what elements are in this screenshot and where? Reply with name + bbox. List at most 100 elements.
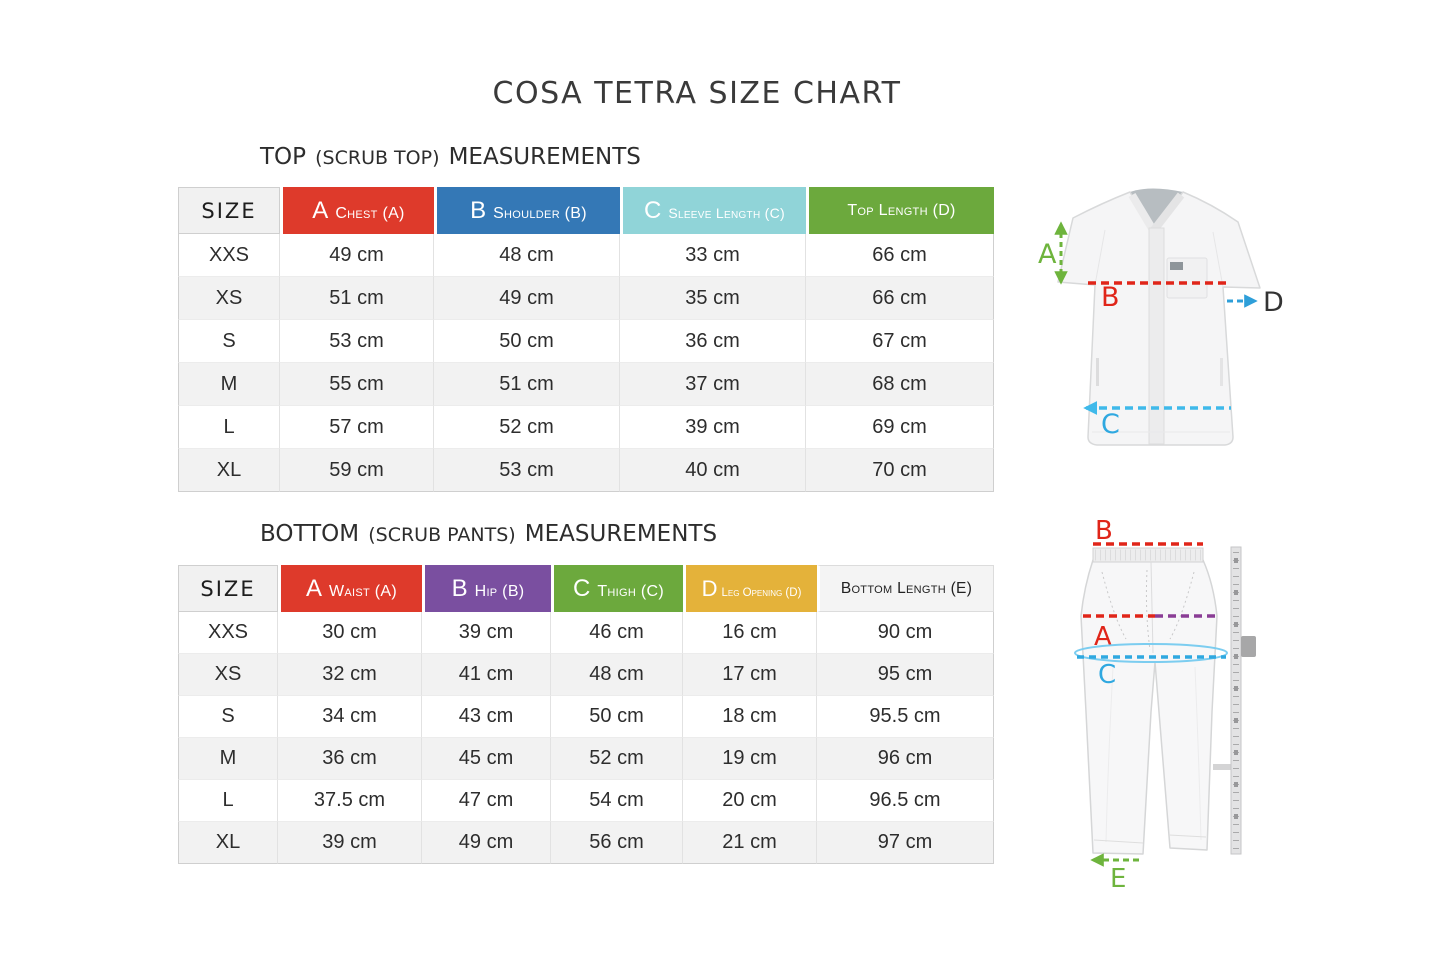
measurement-cell: 20 cm	[683, 780, 817, 822]
header-row: SIZE A Chest (A) B Shoulder (B) C Sleeve Le…	[178, 187, 994, 234]
size-cell: S	[178, 696, 278, 738]
pocket-stitching-right	[1169, 571, 1195, 640]
size-cell: XL	[178, 822, 278, 864]
size-cell: XL	[178, 449, 280, 492]
measurement-cell: 50 cm	[434, 320, 620, 363]
measurement-cell: 90 cm	[817, 612, 994, 654]
measurement-cell: 51 cm	[434, 363, 620, 406]
column-label: Sleeve Length (C)	[668, 204, 786, 221]
measurement-cell: 48 cm	[551, 654, 683, 696]
measurement-cell: 96.5 cm	[817, 780, 994, 822]
column-label: Top Length (D)	[847, 201, 956, 219]
table-row: XL 39 cm 49 cm 56 cm 21 cm 97 cm	[178, 822, 994, 864]
measurement-cell: 56 cm	[551, 822, 683, 864]
measurement-cell: 54 cm	[551, 780, 683, 822]
measurement-cell: 39 cm	[422, 612, 551, 654]
column-letter: B	[451, 574, 468, 602]
measurement-cell: 95 cm	[817, 654, 994, 696]
measurement-cell: 69 cm	[806, 406, 994, 449]
measurement-cell: 36 cm	[278, 738, 422, 780]
size-cell: XXS	[178, 234, 280, 277]
measurement-cell: 21 cm	[683, 822, 817, 864]
pocket-stitching-left	[1101, 571, 1127, 640]
measurement-cell: 67 cm	[806, 320, 994, 363]
size-cell: S	[178, 320, 280, 363]
column-letter: B	[470, 196, 487, 224]
measurement-cell: 49 cm	[280, 234, 434, 277]
measurement-cell: 33 cm	[620, 234, 806, 277]
measure-c-label: C	[1101, 409, 1120, 440]
measurement-cell: 39 cm	[620, 406, 806, 449]
column-label: Hip (B)	[474, 582, 525, 600]
header-row: SIZE A Waist (A) B Hip (B) C Thigh (C) D Leg…	[178, 565, 994, 612]
column-label: Bottom Length (E)	[840, 579, 973, 597]
column-header-sleeve-length: C Sleeve Length (C)	[620, 187, 806, 234]
measurement-cell: 17 cm	[683, 654, 817, 696]
heading-suffix: MEASUREMENTS	[448, 144, 641, 170]
thigh-loop	[1074, 643, 1228, 663]
top-size-table: SIZE A Chest (A) B Shoulder (B) C Sleeve Le…	[178, 187, 994, 492]
measuring-tape	[1230, 546, 1242, 855]
measurement-cell: 66 cm	[806, 234, 994, 277]
measurement-cell: 46 cm	[551, 612, 683, 654]
waistband	[1092, 547, 1204, 563]
heading-paren: (SCRUB PANTS)	[368, 524, 516, 546]
table-row: S 53 cm 50 cm 36 cm 67 cm	[178, 320, 994, 363]
table-row: L 57 cm 52 cm 39 cm 69 cm	[178, 406, 994, 449]
column-header-hip: B Hip (B)	[422, 565, 551, 612]
size-cell: M	[178, 738, 278, 780]
measurement-cell: 50 cm	[551, 696, 683, 738]
column-label: Leg Opening (D)	[721, 586, 802, 599]
column-header-leg-opening: D Leg Opening (D)	[683, 565, 817, 612]
table-row: XXS 30 cm 39 cm 46 cm 16 cm 90 cm	[178, 612, 994, 654]
column-label: Waist (A)	[328, 582, 398, 600]
measurement-cell: 19 cm	[683, 738, 817, 780]
measurement-cell: 59 cm	[280, 449, 434, 492]
measurement-cell: 35 cm	[620, 277, 806, 320]
heading-suffix: MEASUREMENTS	[524, 521, 718, 547]
measurement-cell: 18 cm	[683, 696, 817, 738]
measurement-cell: 51 cm	[280, 277, 434, 320]
column-letter: C	[573, 574, 591, 602]
measurement-cell: 96 cm	[817, 738, 994, 780]
measurement-cell: 47 cm	[422, 780, 551, 822]
top-section-heading: TOP (SCRUB TOP) MEASUREMENTS	[260, 144, 641, 170]
scrub-top-annotations: A B D C	[1038, 221, 1284, 440]
measurement-cell: 37 cm	[620, 363, 806, 406]
table-row: L 37.5 cm 47 cm 54 cm 20 cm 96.5 cm	[178, 780, 994, 822]
table-row: XS 51 cm 49 cm 35 cm 66 cm	[178, 277, 994, 320]
heading-primary: BOTTOM	[260, 521, 360, 547]
measurement-cell: 32 cm	[278, 654, 422, 696]
size-cell: L	[178, 780, 278, 822]
measurement-cell: 36 cm	[620, 320, 806, 363]
measure-e-label: E	[1110, 864, 1126, 894]
measurement-cell: 95.5 cm	[817, 696, 994, 738]
measure-d-label: D	[1263, 287, 1284, 318]
size-cell: XS	[178, 277, 280, 320]
size-column-header: SIZE	[178, 187, 280, 234]
column-letter: A	[305, 574, 322, 602]
measurement-cell: 68 cm	[806, 363, 994, 406]
measurement-cell: 43 cm	[422, 696, 551, 738]
measurement-cell: 48 cm	[434, 234, 620, 277]
column-header-top-length: Top Length (D)	[806, 187, 994, 234]
tape-slider	[1241, 636, 1256, 657]
table-row: XS 32 cm 41 cm 48 cm 17 cm 95 cm	[178, 654, 994, 696]
column-letter: D	[701, 575, 718, 601]
table-row: S 34 cm 43 cm 50 cm 18 cm 95.5 cm	[178, 696, 994, 738]
measurement-cell: 37.5 cm	[278, 780, 422, 822]
measure-b-label: B	[1095, 516, 1113, 546]
column-letter: C	[643, 196, 662, 224]
column-label: Shoulder (B)	[493, 204, 587, 222]
column-label: Thigh (C)	[597, 582, 664, 600]
measurement-cell: 40 cm	[620, 449, 806, 492]
page-title: COSA TETRA SIZE CHART	[492, 76, 902, 111]
size-cell: XXS	[178, 612, 278, 654]
measurement-cell: 30 cm	[278, 612, 422, 654]
column-header-thigh: C Thigh (C)	[551, 565, 683, 612]
table-row: XL 59 cm 53 cm 40 cm 70 cm	[178, 449, 994, 492]
table-row: M 55 cm 51 cm 37 cm 68 cm	[178, 363, 994, 406]
measurement-cell: 34 cm	[278, 696, 422, 738]
size-column-header: SIZE	[178, 565, 278, 612]
